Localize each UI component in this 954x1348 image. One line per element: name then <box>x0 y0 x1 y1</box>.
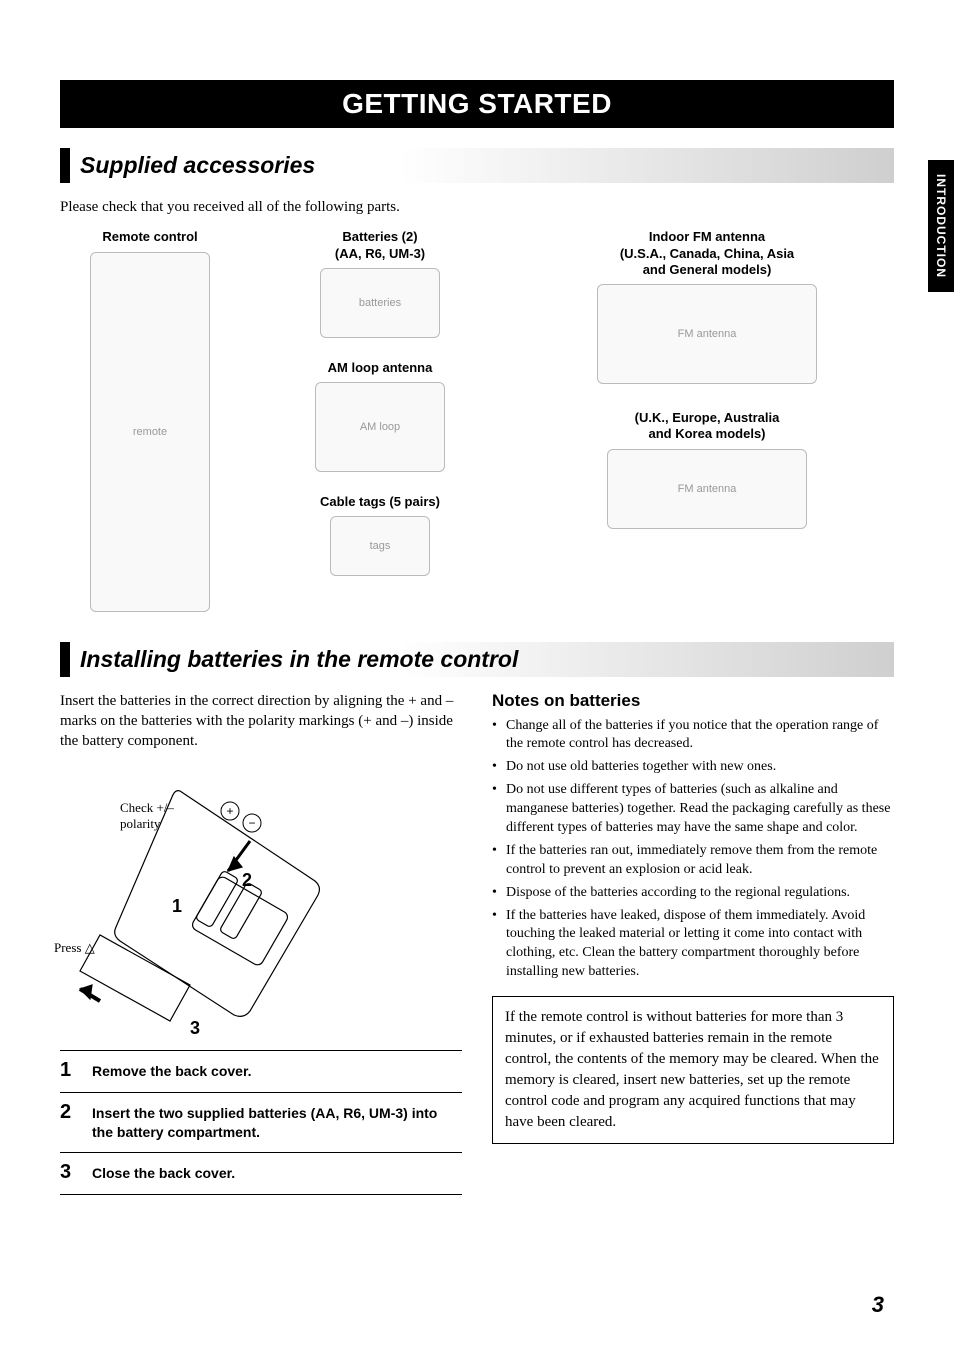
batteries-label: Batteries (2) (AA, R6, UM-3) <box>335 229 425 262</box>
diagram-press-label: Press △ <box>54 940 95 956</box>
installing-intro: Insert the batteries in the correct dire… <box>60 691 462 752</box>
remote-label: Remote control <box>102 229 197 245</box>
supplied-accessories-intro: Please check that you received all of th… <box>60 197 894 217</box>
accessories-row: Remote control remote Batteries (2) (AA,… <box>60 229 894 611</box>
notes-heading: Notes on batteries <box>492 691 894 711</box>
amloop-label: AM loop antenna <box>328 360 433 376</box>
batteries-label-l1: Batteries (2) <box>342 229 417 244</box>
fm-label: Indoor FM antenna (U.S.A., Canada, China… <box>620 229 794 278</box>
step-3-num: 3 <box>60 1161 78 1184</box>
diagram-n1: 1 <box>172 896 182 917</box>
installing-batteries-columns: Insert the batteries in the correct dire… <box>60 691 894 1196</box>
section-supplied-accessories-heading: Supplied accessories <box>60 148 894 183</box>
step-2-num: 2 <box>60 1101 78 1142</box>
fm1-illustration: FM antenna <box>597 284 817 384</box>
step-3: 3 Close the back cover. <box>60 1152 462 1195</box>
note-5: Dispose of the batteries according to th… <box>492 884 894 903</box>
amloop-illustration: AM loop <box>315 382 445 472</box>
note-6: If the batteries have leaked, dispose of… <box>492 907 894 983</box>
batteries-illustration: batteries <box>320 268 440 338</box>
fm2-label-l1: (U.K., Europe, Australia <box>635 410 780 425</box>
page-number: 3 <box>872 1292 884 1318</box>
note-2: Do not use old batteries together with n… <box>492 758 894 777</box>
accessory-remote: Remote control remote <box>60 229 240 611</box>
step-1: 1 Remove the back cover. <box>60 1050 462 1092</box>
fm2-label-l2: and Korea models) <box>648 426 765 441</box>
remote-illustration: remote <box>90 252 210 612</box>
note-1: Change all of the batteries if you notic… <box>492 717 894 755</box>
fm2-label: (U.K., Europe, Australia and Korea model… <box>635 410 780 443</box>
cabletags-label: Cable tags (5 pairs) <box>320 494 440 510</box>
diagram-n3: 3 <box>190 1018 200 1039</box>
diagram-check-label: Check +/–polarity <box>120 800 174 831</box>
fm-label-l1: Indoor FM antenna <box>649 229 765 244</box>
page-title-bar: GETTING STARTED <box>60 80 894 128</box>
notes-list: Change all of the batteries if you notic… <box>492 717 894 983</box>
svg-text:+: + <box>226 804 233 818</box>
fm-label-l3: and General models) <box>643 262 772 277</box>
fm2-illustration: FM antenna <box>607 449 807 529</box>
step-2-text: Insert the two supplied batteries (AA, R… <box>92 1101 462 1142</box>
cabletags-illustration: tags <box>330 516 430 576</box>
step-2: 2 Insert the two supplied batteries (AA,… <box>60 1092 462 1152</box>
batteries-label-l2: (AA, R6, UM-3) <box>335 246 425 261</box>
fm-label-l2: (U.S.A., Canada, China, Asia <box>620 246 794 261</box>
installing-left-col: Insert the batteries in the correct dire… <box>60 691 462 1196</box>
battery-diagram: + − <box>60 771 340 1031</box>
side-tab: INTRODUCTION <box>928 160 954 292</box>
memory-note-box: If the remote control is without batteri… <box>492 996 894 1144</box>
note-3: Do not use different types of batteries … <box>492 781 894 838</box>
step-1-text: Remove the back cover. <box>92 1059 252 1082</box>
accessory-fm-col: Indoor FM antenna (U.S.A., Canada, China… <box>520 229 894 611</box>
step-3-text: Close the back cover. <box>92 1161 235 1184</box>
note-4: If the batteries ran out, immediately re… <box>492 842 894 880</box>
accessory-middle-col: Batteries (2) (AA, R6, UM-3) batteries A… <box>270 229 490 611</box>
installing-right-col: Notes on batteries Change all of the bat… <box>492 691 894 1145</box>
section-installing-batteries-heading: Installing batteries in the remote contr… <box>60 642 894 677</box>
diagram-n2: 2 <box>242 870 252 891</box>
step-1-num: 1 <box>60 1059 78 1082</box>
svg-text:−: − <box>248 816 255 830</box>
